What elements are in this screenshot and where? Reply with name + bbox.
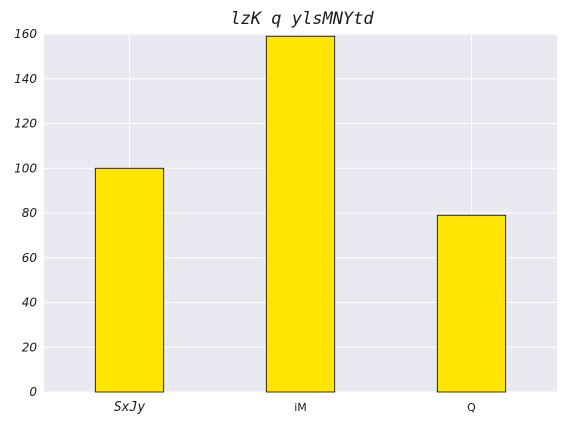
y-tick-label-8: 160 [14, 27, 37, 41]
y-axis-ticks: 0 20 40 60 80 100 120 140 160 [14, 27, 37, 399]
y-tick-label-1: 20 [22, 340, 38, 354]
y-tick-label-7: 140 [14, 72, 37, 86]
bar-1 [265, 35, 336, 393]
x-tick-label-0: SxJy [114, 400, 145, 415]
y-tick-label-6: 120 [14, 117, 37, 131]
x-axis-ticks: SxJy iM Q [114, 400, 476, 415]
bar-0 [94, 167, 165, 393]
x-tick-label-2: Q [467, 401, 476, 414]
y-tick-label-5: 100 [14, 161, 37, 175]
bars [94, 35, 507, 393]
y-tick-label-3: 60 [22, 251, 38, 265]
x-tick-label-1: iM [294, 401, 307, 414]
bar-2 [436, 214, 507, 393]
chart-title: lzK q ylsMNYtd [230, 9, 374, 29]
y-tick-label-2: 40 [22, 296, 38, 310]
y-tick-label-4: 80 [22, 206, 38, 220]
y-tick-label-0: 0 [29, 385, 37, 399]
